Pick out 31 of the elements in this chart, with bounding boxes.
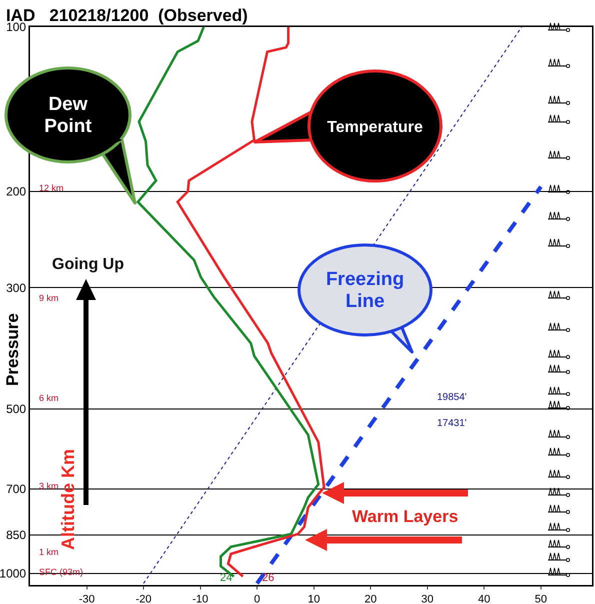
text: Dew Point (44, 94, 92, 137)
y-tick-label: 100 (6, 20, 26, 34)
annotation: Warm Layers (352, 507, 458, 526)
annotation: 3 km (39, 481, 59, 491)
x-tick-label: 20 (364, 594, 377, 604)
x-tick-label: 10 (308, 594, 320, 604)
x-tick-label: -30 (78, 594, 95, 604)
text: Freezing Line (326, 269, 404, 312)
x-tick-label: -10 (192, 594, 208, 604)
annotation: 9 km (39, 293, 59, 303)
x-tick-label: -20 (136, 594, 152, 604)
annotation: 17431' (437, 418, 467, 429)
legend-label: Temperature (327, 119, 423, 136)
y-tick-label: 1000 (0, 566, 26, 581)
y-tick-label: 850 (6, 528, 26, 542)
annotation: 19854' (437, 392, 467, 403)
annotation: 12 km (39, 183, 64, 193)
x-tick-label: 0 (254, 594, 260, 604)
x-tick-label: 40 (478, 594, 490, 604)
annotation: Altitude Km (58, 449, 78, 550)
y-tick-label: 300 (6, 280, 26, 295)
annotation: Going Up (52, 256, 124, 273)
y-tick-label: 700 (6, 482, 26, 496)
annotation: 1 km (39, 547, 59, 557)
annotation: 6 km (39, 393, 59, 403)
x-tick-label: 30 (421, 594, 434, 604)
y-tick-label: 500 (6, 402, 26, 416)
y-axis-title: Pressure (3, 313, 22, 386)
x-tick-label: 50 (534, 594, 548, 604)
y-tick-label: 200 (6, 184, 26, 199)
annotation: 26 (262, 572, 274, 584)
